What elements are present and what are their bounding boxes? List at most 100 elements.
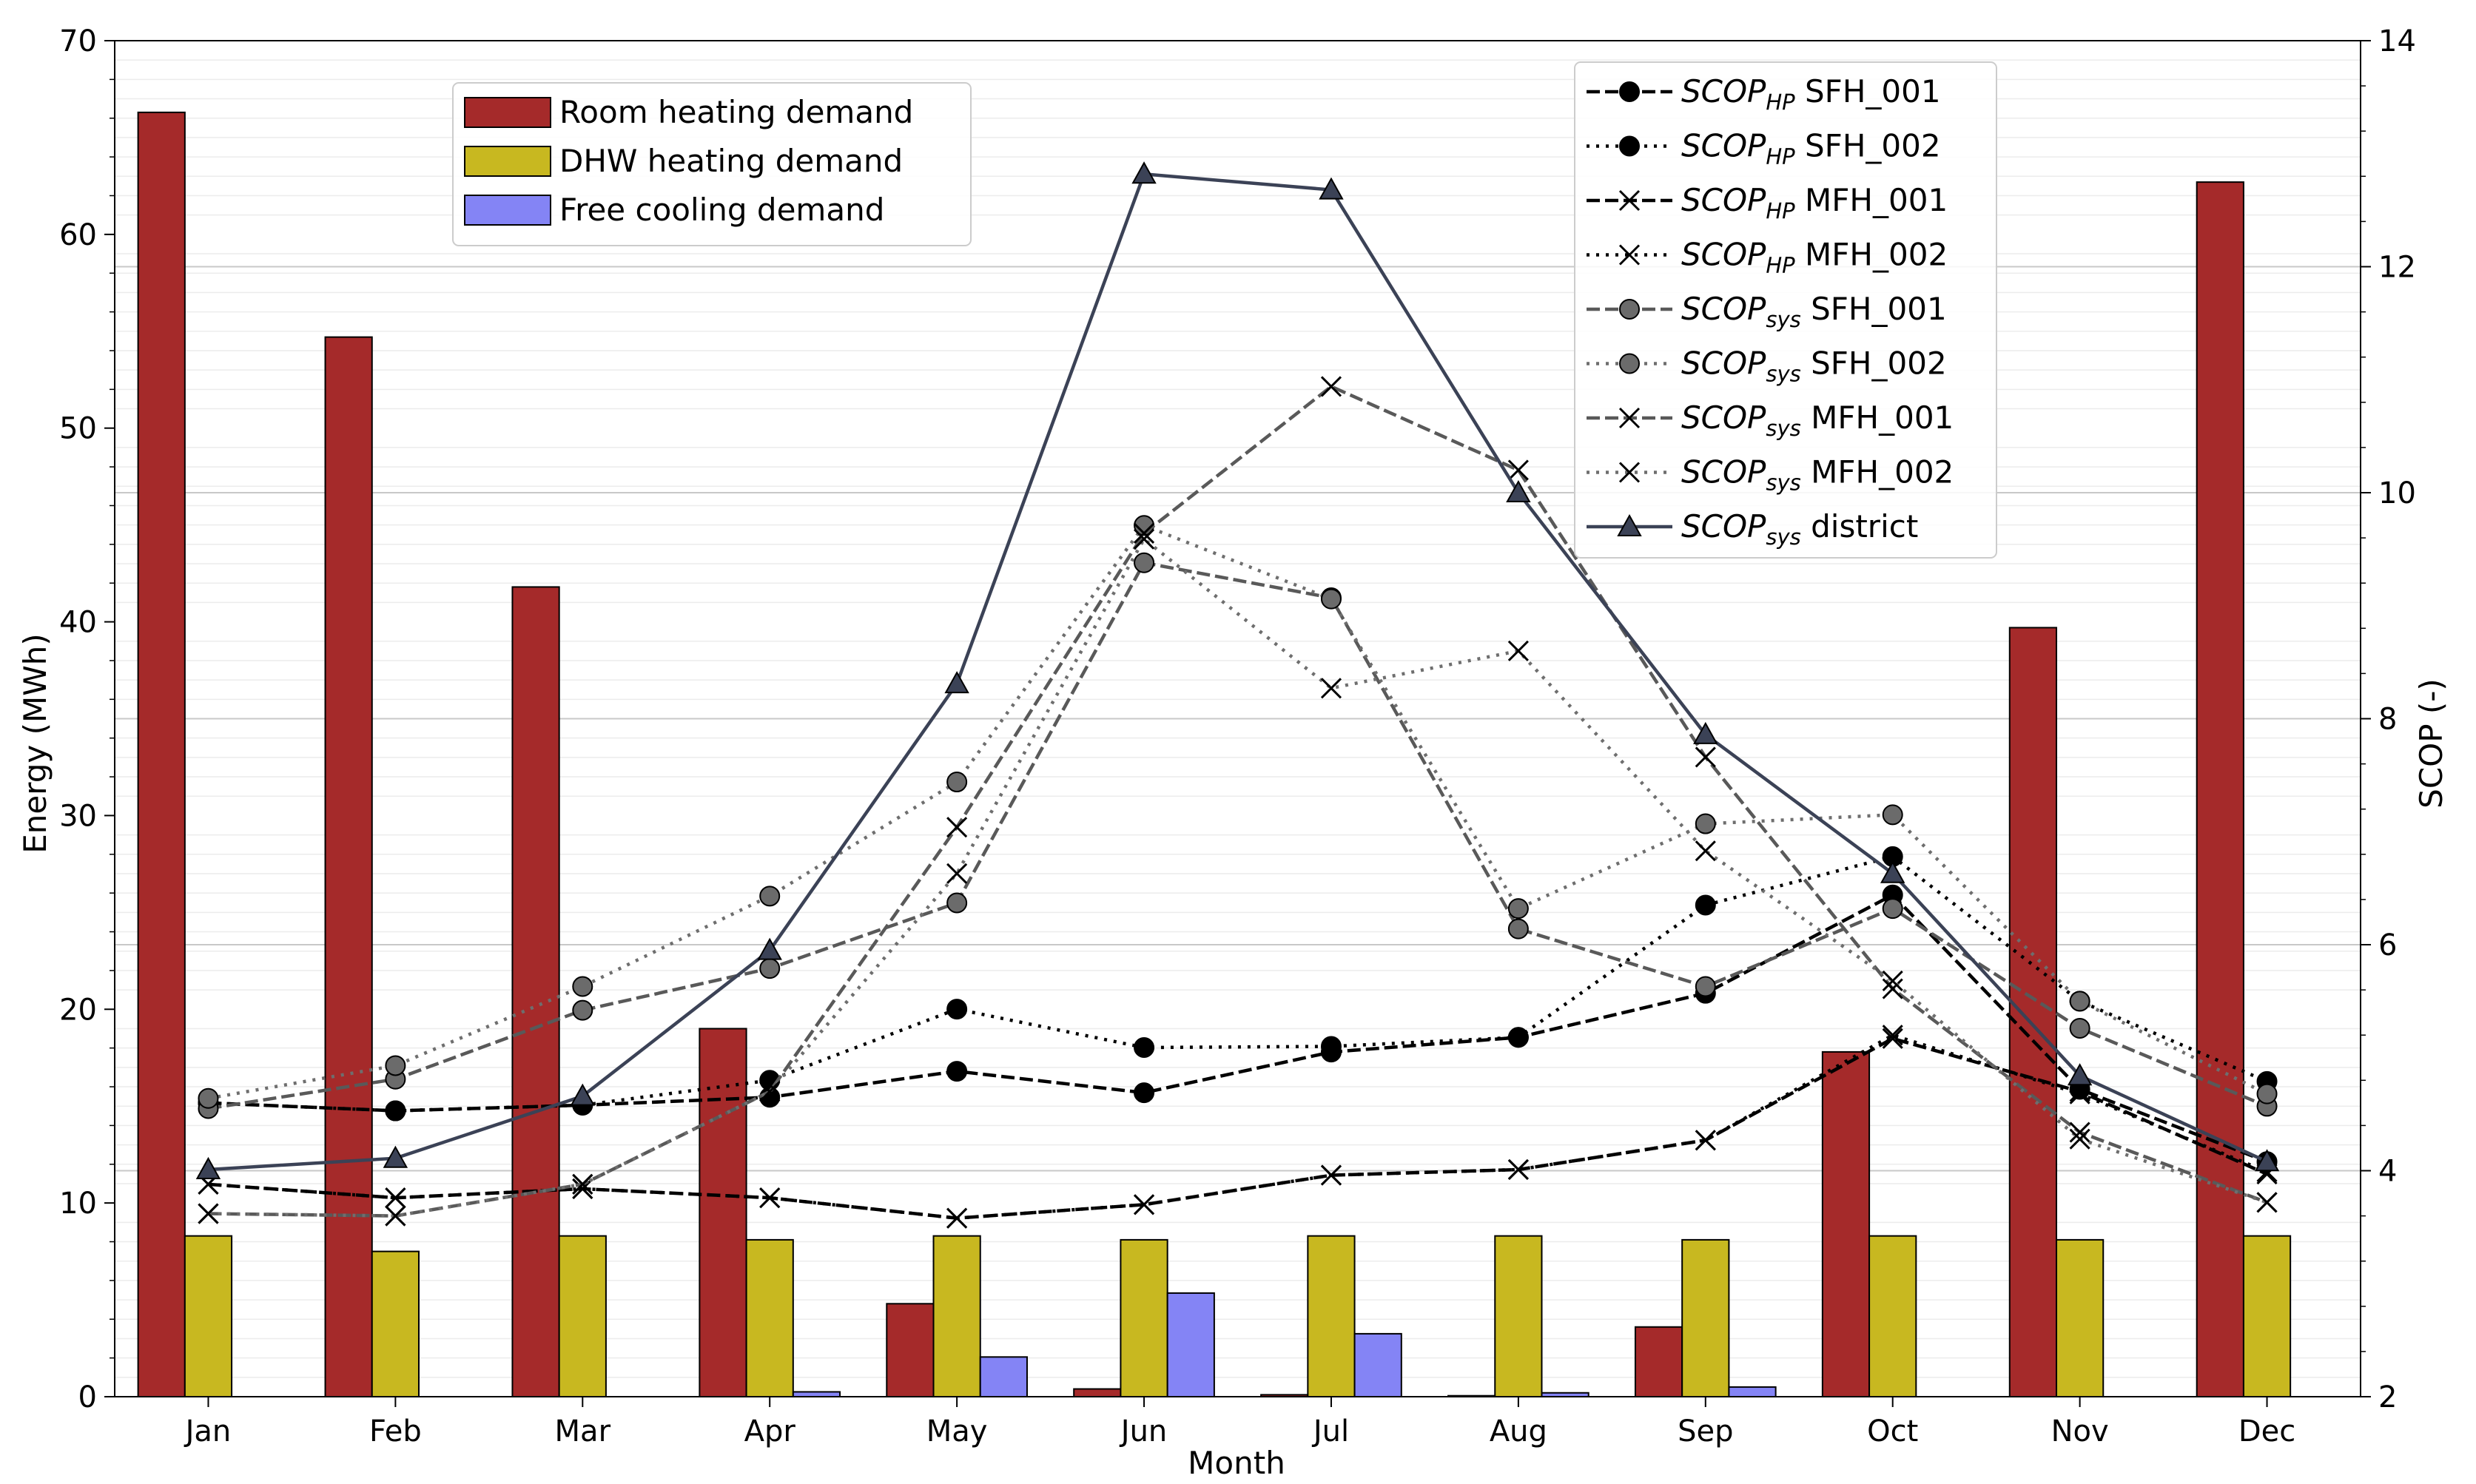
legend-label-suffix: MFH_002 — [1795, 237, 1948, 273]
point-scop-sys-district-mar — [570, 1083, 595, 1106]
legend-marker-hp-sfh-001 — [1619, 81, 1640, 102]
axes-group: 0 10 20 30 40 50 60 70 2 4 6 8 10 12 14 Jan Feb Mar Apr May… — [59, 24, 2416, 1448]
x-tick-label-jan: Jan — [184, 1414, 232, 1448]
bar-dhw-heating-demand-oct — [1868, 1235, 1917, 1397]
right-tick-label: 12 — [2378, 251, 2416, 285]
bar-dhw-heating-demand-jan — [184, 1235, 233, 1397]
point-scop-sys-sfh-001-apr — [759, 958, 781, 979]
bar-dhw-heating-demand-apr — [745, 1238, 794, 1398]
x-tick-label-sep: Sep — [1678, 1414, 1733, 1448]
point-scop-sys-sfh-002-jan — [198, 1087, 219, 1109]
point-scop-sys-mfh-001-jun — [1133, 522, 1155, 544]
legend-label-main: SCOP — [1681, 454, 1766, 490]
point-scop-hp-sfh-002-jun — [1134, 1037, 1155, 1059]
legend-label-subscript: sys — [1766, 362, 1800, 387]
x-tick-label-aug: Aug — [1490, 1414, 1547, 1448]
point-scop-sys-district-apr — [757, 937, 782, 960]
legend-marker-hp-mfh-002 — [1618, 244, 1641, 266]
legend-swatch-dhw-heating-demand — [464, 146, 551, 177]
point-scop-sys-mfh-002-feb — [385, 1205, 406, 1227]
right-tick-label: 10 — [2378, 476, 2416, 510]
right-tick-label: 6 — [2378, 928, 2397, 962]
point-scop-sys-mfh-001-nov — [2069, 1122, 2090, 1143]
left-tick-label: 10 — [59, 1187, 97, 1221]
legend-label-subscript: HP — [1766, 198, 1795, 223]
bar-legend: Room heating demand DHW heating demand Fre… — [452, 82, 972, 246]
point-scop-sys-sfh-002-dec — [2256, 1083, 2278, 1104]
point-scop-sys-district-feb — [383, 1145, 408, 1168]
line-scop-sys-mfh-001 — [208, 384, 2268, 1218]
bar-room-heating-demand-oct — [1821, 1050, 1871, 1397]
point-scop-sys-mfh-001-jul — [1320, 376, 1342, 397]
left-tick-label: 20 — [59, 993, 97, 1027]
right-tick-label: 14 — [2378, 24, 2416, 58]
bar-room-heating-demand-jan — [137, 111, 186, 1398]
point-scop-sys-sfh-002-may — [946, 772, 968, 793]
legend-label-main: SCOP — [1681, 237, 1766, 273]
legend-label-room-heating-demand: Room heating demand — [559, 94, 913, 130]
point-scop-sys-sfh-002-mar — [572, 976, 593, 997]
point-scop-sys-district-aug — [1506, 479, 1531, 502]
point-scop-sys-mfh-001-may — [946, 817, 968, 838]
point-scop-hp-mfh-002-aug — [1507, 1158, 1529, 1181]
point-scop-sys-sfh-001-jun — [1134, 552, 1155, 573]
legend-label-suffix: MFH_002 — [1801, 454, 1954, 490]
point-scop-sys-mfh-002-jul — [1320, 678, 1342, 699]
legend-marker-sys-mfh-001 — [1618, 407, 1641, 429]
bar-dhw-heating-demand-nov — [2056, 1238, 2105, 1398]
legend-label-subscript: sys — [1766, 471, 1800, 496]
line-scop-hp-sfh-002 — [208, 854, 2268, 1113]
legend-label-hp-mfh-002: SCOPHP MFH_002 — [1681, 237, 1948, 278]
point-scop-sys-sfh-002-nov — [2069, 991, 2090, 1012]
point-scop-sys-mfh-001-sep — [1695, 746, 1716, 768]
legend-marker-hp-sfh-002 — [1619, 135, 1640, 157]
x-tick-label-jul: Jul — [1311, 1414, 1349, 1448]
left-tick-label: 40 — [59, 606, 97, 640]
legend-label-hp-mfh-001: SCOPHP MFH_001 — [1681, 182, 1948, 223]
left-tick-label: 0 — [78, 1380, 97, 1414]
point-scop-hp-mfh-002-feb — [385, 1187, 406, 1209]
bar-free-cooling-demand-jun — [1166, 1292, 1215, 1397]
x-tick-label-feb: Feb — [369, 1414, 422, 1448]
left-tick-label: 60 — [59, 218, 97, 252]
point-scop-sys-mfh-002-apr — [759, 1081, 781, 1102]
point-scop-sys-sfh-001-aug — [1507, 918, 1529, 940]
bar-room-heating-demand-feb — [324, 336, 373, 1397]
bar-dhw-heating-demand-jul — [1307, 1235, 1356, 1397]
right-tick-label: 4 — [2378, 1155, 2397, 1189]
line-legend-box — [1574, 61, 1997, 559]
legend-label-suffix: SFH_001 — [1801, 291, 1947, 327]
bar-room-heating-demand-dec — [2196, 181, 2244, 1397]
legend-label-suffix: SFH_001 — [1795, 73, 1941, 109]
legend-label-suffix: SFH_002 — [1795, 128, 1941, 164]
legend-label-sys-sfh-002: SCOPsys SFH_002 — [1681, 345, 1947, 387]
legend-label-subscript: HP — [1766, 253, 1795, 278]
bar-dhw-heating-demand-aug — [1494, 1235, 1543, 1397]
point-scop-sys-sfh-002-jul — [1320, 588, 1342, 610]
line-scop-sys-sfh-001 — [208, 561, 2268, 1110]
point-scop-hp-mfh-002-apr — [759, 1187, 781, 1209]
legend-label-hp-sfh-001: SCOPHP SFH_001 — [1681, 73, 1941, 115]
legend-label-sys-district: SCOPsys district — [1681, 508, 1918, 550]
bar-room-heating-demand-nov — [2008, 627, 2058, 1397]
point-scop-hp-sfh-002-jul — [1320, 1036, 1342, 1057]
legend-marker-sys-sfh-002 — [1619, 353, 1640, 374]
point-scop-sys-sfh-002-oct — [1882, 804, 1903, 826]
legend-label-suffix: SFH_002 — [1801, 345, 1947, 382]
legend-swatch-room-heating-demand — [464, 97, 551, 128]
point-scop-sys-mfh-002-jun — [1133, 528, 1155, 550]
bar-dhw-heating-demand-dec — [2242, 1235, 2292, 1397]
point-scop-sys-mfh-002-mar — [572, 1173, 593, 1195]
point-scop-sys-district-jul — [1319, 177, 1344, 200]
legend-label-subscript: HP — [1766, 144, 1795, 169]
legend-label-main: SCOP — [1681, 128, 1766, 164]
left-tick-label: 50 — [59, 412, 97, 446]
point-scop-sys-sfh-002-sep — [1695, 813, 1716, 834]
point-scop-sys-sfh-001-oct — [1882, 898, 1903, 920]
bar-room-heating-demand-jun — [1073, 1388, 1122, 1398]
right-tick-label: 2 — [2378, 1380, 2397, 1414]
point-scop-sys-mfh-002-may — [946, 863, 968, 884]
bar-room-heating-demand-mar — [511, 586, 560, 1397]
legend-label-sys-mfh-002: SCOPsys MFH_002 — [1681, 454, 1954, 496]
right-axis-title: SCOP (-) — [2413, 678, 2449, 809]
